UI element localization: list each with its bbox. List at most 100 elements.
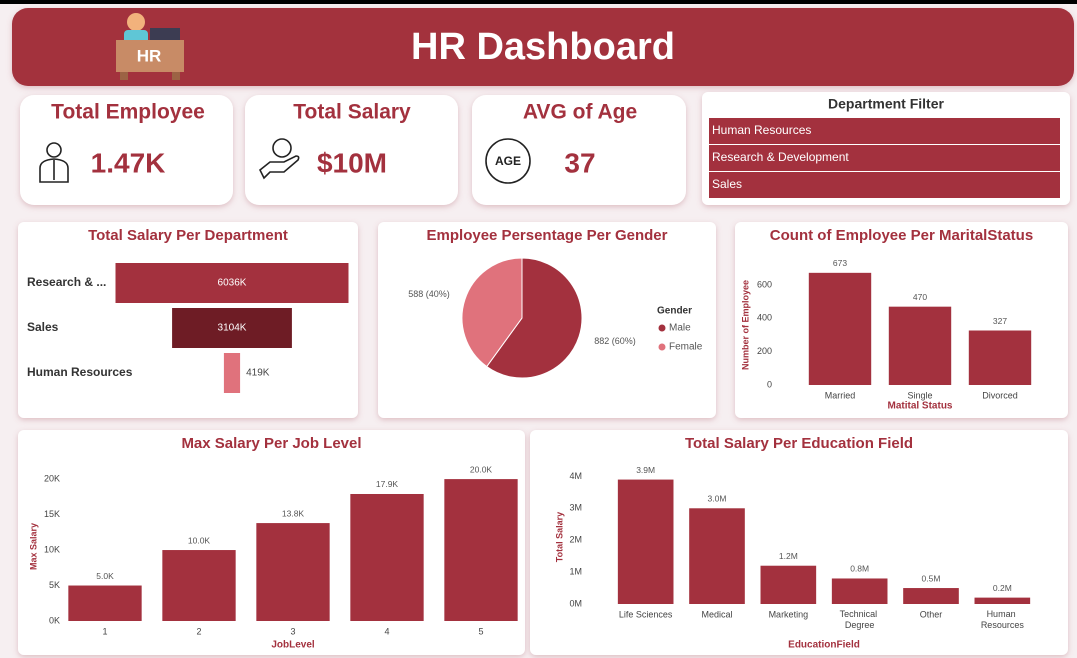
logo: HR <box>116 13 184 80</box>
pie-slice <box>486 257 583 379</box>
chart-title: Total Salary Per Education Field <box>685 435 913 452</box>
y-axis-label: Number of Employee <box>740 280 750 370</box>
y-axis-label: Max Salary <box>28 523 38 570</box>
kpi-label: AVG of Age <box>523 101 637 124</box>
category-label: Human Resources <box>27 365 133 379</box>
y-tick-label: 200 <box>757 346 772 356</box>
data-label: 419K <box>246 368 270 379</box>
kpi-value: 37 <box>564 147 595 178</box>
data-label: 327 <box>993 316 1007 326</box>
logo-text: HR <box>137 46 162 65</box>
filter-option-bg <box>709 172 1060 198</box>
x-tick-label: Human Resources <box>981 609 1025 630</box>
y-tick-label: 3M <box>569 503 582 513</box>
data-label: 20.0K <box>470 464 493 474</box>
x-axis-label: JobLevel <box>271 640 315 651</box>
bar <box>444 479 518 621</box>
legend-label: Female <box>669 342 703 353</box>
y-tick-label: 400 <box>757 313 772 323</box>
data-label: 6036K <box>218 278 247 289</box>
x-tick-label: Married <box>825 390 856 400</box>
x-tick-label: 3 <box>290 626 295 636</box>
y-tick-label: 2M <box>569 535 582 545</box>
bar <box>223 353 241 393</box>
filter-option[interactable]: Human Resources <box>709 118 1060 144</box>
logo-leg <box>120 72 128 80</box>
bar <box>888 306 952 385</box>
bar <box>808 272 872 385</box>
data-label: 0.8M <box>850 564 869 574</box>
kpi-card <box>472 95 686 205</box>
data-label: 0.2M <box>993 583 1012 593</box>
x-axis-label: EducationField <box>788 640 860 651</box>
legend-title: Gender <box>657 306 692 317</box>
x-tick-label-line: Resources <box>981 620 1025 630</box>
y-tick-label: 4M <box>569 471 582 481</box>
top-strip <box>0 0 1077 4</box>
data-label: 673 <box>833 258 847 268</box>
x-tick-label: 4 <box>384 626 389 636</box>
data-label: 882 (60%) <box>594 336 636 346</box>
x-tick-label-line: Technical <box>840 609 880 619</box>
filter-option-label: Human Resources <box>712 123 811 137</box>
filter-list: Human Resources Research & Development Sal… <box>709 118 1060 198</box>
category-label: Research & ... <box>27 275 106 289</box>
filter-option-label: Research & Development <box>712 150 849 164</box>
logo-desk <box>116 40 184 72</box>
bar <box>115 263 349 303</box>
x-tick-label: 5 <box>478 626 483 636</box>
filter-option[interactable]: Research & Development <box>709 145 1060 171</box>
y-tick-label: 5K <box>49 580 60 590</box>
data-label: 17.9K <box>376 479 399 489</box>
x-tick-label: Divorced <box>982 390 1018 400</box>
kpi-value: $10M <box>317 147 387 178</box>
chart-title: Total Salary Per Department <box>88 227 288 244</box>
bar <box>68 585 142 621</box>
age-icon <box>485 138 531 184</box>
logo-laptop <box>150 28 180 42</box>
logo-leg <box>172 72 180 80</box>
kpi-value: 1.47K <box>91 147 166 178</box>
y-tick-label: 1M <box>569 566 582 576</box>
x-tick-label: Life Sciences <box>619 609 673 619</box>
logo-head <box>127 13 145 31</box>
bar <box>617 479 674 604</box>
y-tick-label: 600 <box>757 279 772 289</box>
x-tick-label: Medical <box>701 609 732 619</box>
age-icon-text: AGE <box>495 154 521 168</box>
chart-title: Max Salary Per Job Level <box>181 435 361 452</box>
data-label: 5.0K <box>96 571 114 581</box>
bar <box>689 508 745 604</box>
filter-option[interactable]: Sales <box>709 172 1060 198</box>
bar <box>256 523 330 621</box>
x-tick-label: Marketing <box>769 609 809 619</box>
chart-title: Employee Persentage Per Gender <box>427 227 668 244</box>
data-label: 0.5M <box>922 573 941 583</box>
data-label: 588 (40%) <box>408 289 450 299</box>
header-bar <box>12 8 1074 86</box>
data-label: 10.0K <box>188 535 211 545</box>
kpi-label: Total Employee <box>51 101 205 124</box>
y-axis-label: Total Salary <box>554 512 564 562</box>
legend-marker <box>658 324 666 332</box>
x-tick-label: 2 <box>196 626 201 636</box>
kpi-label: Total Salary <box>293 101 411 124</box>
y-tick-label: 15K <box>44 509 60 519</box>
bar <box>968 330 1032 385</box>
bar <box>350 493 424 621</box>
data-label: 3.0M <box>708 494 727 504</box>
x-tick-label: Single <box>907 390 932 400</box>
bar <box>831 578 888 604</box>
legend-marker <box>658 343 666 351</box>
data-label: 3.9M <box>636 465 655 475</box>
bar <box>903 588 959 604</box>
x-axis-label: Matital Status <box>887 401 952 412</box>
category-label: Sales <box>27 320 59 334</box>
x-tick-label-line: Human <box>987 609 1019 619</box>
pie-slice <box>461 257 523 368</box>
y-tick-label: 0K <box>49 615 60 625</box>
bar <box>172 308 292 348</box>
x-tick-label: Technical Degree <box>840 609 880 630</box>
filter-option-bg <box>709 145 1060 171</box>
